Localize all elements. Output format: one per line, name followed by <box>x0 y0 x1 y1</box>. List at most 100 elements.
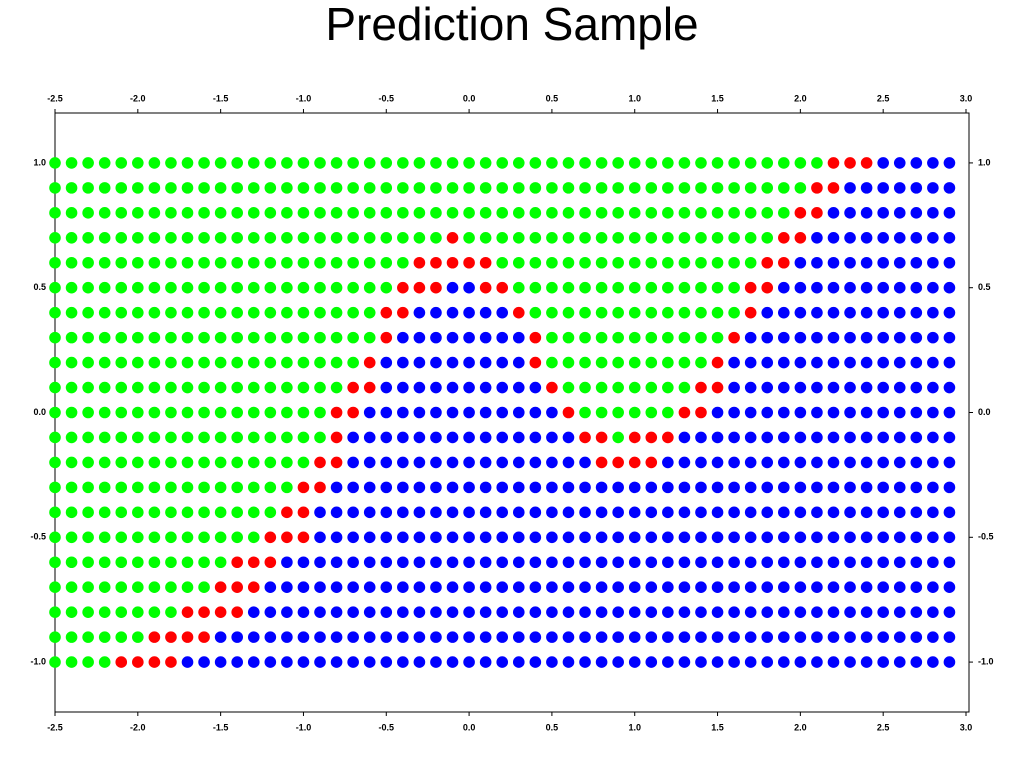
prediction-dot <box>512 182 525 194</box>
prediction-dot <box>314 182 326 194</box>
prediction-dot <box>860 606 873 618</box>
prediction-dot <box>115 431 128 444</box>
prediction-dot <box>711 182 724 194</box>
prediction-dot <box>297 431 310 444</box>
prediction-dot <box>214 481 227 494</box>
prediction-dot <box>330 281 343 294</box>
prediction-dot <box>446 456 459 469</box>
prediction-dot <box>628 157 641 169</box>
prediction-dot <box>496 456 509 469</box>
prediction-dot <box>562 581 575 594</box>
prediction-dot <box>231 182 243 194</box>
prediction-dot <box>744 506 757 519</box>
prediction-dot <box>662 531 674 544</box>
prediction-dot <box>264 606 277 618</box>
prediction-dot <box>347 157 359 169</box>
prediction-dot <box>811 331 823 344</box>
prediction-dot <box>910 406 923 419</box>
prediction-dot <box>165 207 177 219</box>
prediction-dot <box>314 381 326 394</box>
prediction-dot <box>413 656 426 668</box>
prediction-dot <box>794 281 807 294</box>
prediction-dot <box>115 531 128 544</box>
y-tick-label-right: 1.0 <box>978 157 991 167</box>
prediction-dot <box>115 207 128 219</box>
prediction-dot <box>98 281 111 294</box>
prediction-dot <box>943 281 956 294</box>
prediction-dot <box>82 207 94 219</box>
prediction-dot <box>628 656 641 668</box>
prediction-dot <box>430 406 442 419</box>
prediction-dot <box>562 331 575 344</box>
prediction-dot <box>761 431 774 444</box>
prediction-dot <box>214 631 227 643</box>
prediction-dot <box>877 281 889 294</box>
prediction-dot <box>347 306 359 319</box>
prediction-dot <box>910 331 923 344</box>
prediction-dot <box>612 506 624 519</box>
prediction-dot <box>678 506 691 519</box>
prediction-dot <box>877 406 889 419</box>
prediction-dot <box>413 356 426 369</box>
prediction-dot <box>512 531 525 544</box>
prediction-dot <box>496 356 509 369</box>
x-tick-label-bottom: 0.0 <box>463 722 476 732</box>
prediction-dot <box>827 406 840 419</box>
prediction-dot <box>910 631 923 643</box>
prediction-dot <box>380 157 393 169</box>
prediction-dot <box>446 481 459 494</box>
prediction-dot <box>380 531 393 544</box>
prediction-dot <box>65 381 78 394</box>
prediction-dot <box>778 581 790 594</box>
prediction-dot <box>49 406 61 419</box>
prediction-dot <box>678 207 691 219</box>
prediction-dot <box>844 581 856 594</box>
prediction-dot <box>479 531 492 544</box>
prediction-dot <box>49 231 61 244</box>
prediction-dot <box>214 431 227 444</box>
prediction-dot <box>778 356 790 369</box>
prediction-dot <box>662 656 674 668</box>
prediction-dot <box>446 306 459 319</box>
prediction-dot <box>662 506 674 519</box>
prediction-dot <box>562 481 575 494</box>
prediction-dot <box>231 306 243 319</box>
prediction-dot <box>529 606 542 618</box>
prediction-dot <box>330 207 343 219</box>
prediction-dot <box>579 256 591 269</box>
prediction-dot <box>662 231 674 244</box>
prediction-dot <box>778 431 790 444</box>
prediction-dot <box>330 456 343 469</box>
prediction-dot <box>198 356 210 369</box>
prediction-dot <box>247 356 260 369</box>
prediction-dot <box>893 256 906 269</box>
prediction-dot <box>430 281 442 294</box>
prediction-dot <box>181 182 194 194</box>
prediction-dot <box>463 581 475 594</box>
prediction-dot <box>877 306 889 319</box>
x-tick-label-bottom: 3.0 <box>960 722 973 732</box>
prediction-dot <box>115 256 128 269</box>
prediction-dot <box>264 306 277 319</box>
prediction-dot <box>198 481 210 494</box>
prediction-dot <box>827 381 840 394</box>
prediction-dot <box>794 556 807 569</box>
prediction-dot <box>695 157 707 169</box>
prediction-dot <box>65 231 78 244</box>
prediction-dot <box>98 456 111 469</box>
prediction-dot <box>893 431 906 444</box>
prediction-dot <box>546 556 558 569</box>
prediction-dot <box>314 656 326 668</box>
prediction-dot <box>943 231 956 244</box>
prediction-dot <box>711 606 724 618</box>
prediction-dot <box>380 281 393 294</box>
prediction-dot <box>662 306 674 319</box>
prediction-dot <box>546 406 558 419</box>
prediction-dot <box>281 207 293 219</box>
prediction-dot <box>811 306 823 319</box>
prediction-dot <box>247 381 260 394</box>
prediction-dot <box>132 656 144 668</box>
prediction-dot <box>761 356 774 369</box>
prediction-dot <box>281 306 293 319</box>
prediction-dot <box>247 506 260 519</box>
